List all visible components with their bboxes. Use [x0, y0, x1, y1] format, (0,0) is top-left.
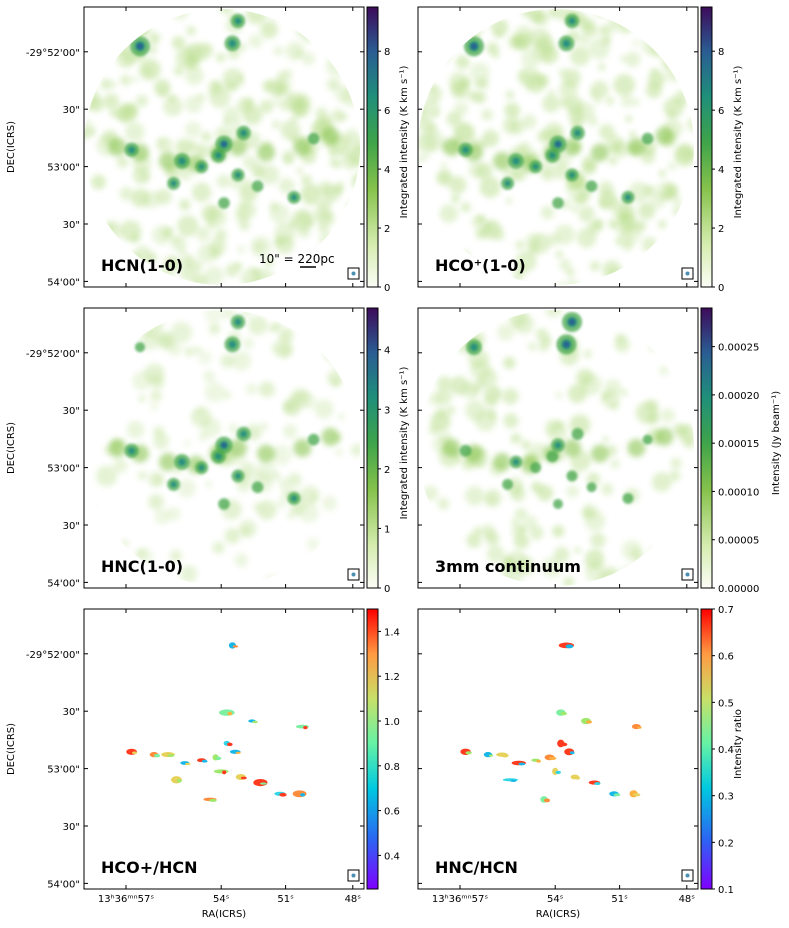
colorbar-tick-label: 0.4 — [718, 745, 734, 756]
colorbar-tick-label: 0 — [384, 283, 390, 294]
y-tick-label: 54'00" — [47, 578, 80, 589]
y-tick-label: 54'00" — [47, 277, 80, 288]
panel-frame — [417, 6, 699, 288]
colorbar-tick-label: 4 — [384, 165, 390, 176]
colorbar-tick-label: 6 — [718, 106, 724, 117]
colorbar-label: Intensity (Jy beam⁻¹) — [771, 391, 782, 495]
colorbar-tick-label: 0.7 — [718, 605, 734, 616]
panel-label: HCO⁺(1-0) — [435, 256, 526, 275]
panel-label: HNC/HCN — [435, 858, 518, 877]
beam-ellipse — [685, 271, 690, 276]
y-tick-label: 53'00" — [47, 765, 80, 776]
panel-frame — [83, 307, 365, 589]
y-tick-label: 30" — [63, 406, 80, 417]
x-tick-label: 48ˢ — [345, 894, 362, 905]
colorbar-tick-label: 4 — [718, 165, 724, 176]
colorbar-tick-label: 4 — [384, 346, 390, 357]
panel-background — [418, 609, 698, 889]
colorbar-tick-label: 0.5 — [718, 698, 734, 709]
colorbar-tick-label: 0 — [718, 283, 724, 294]
colorbar-tick-label: 0.6 — [384, 807, 400, 818]
colorbar-tick-label: 1.2 — [384, 672, 400, 683]
colorbar-tick-label: 3 — [384, 405, 390, 416]
beam-ellipse — [351, 572, 356, 577]
colorbar-label: Integrated intensity (K km s⁻¹) — [399, 366, 410, 519]
colorbar-tick-label: 0.00000 — [718, 584, 759, 595]
panel-6 — [418, 609, 698, 889]
colorbar — [366, 608, 379, 890]
colorbar-tick-label: 1.0 — [384, 717, 400, 728]
beam-ellipse — [685, 873, 690, 878]
colorbar — [700, 608, 713, 890]
colorbar-tick-label: 0.4 — [384, 851, 400, 862]
panel-5 — [84, 609, 364, 889]
colorbar-tick-label: 2 — [718, 224, 724, 235]
y-tick-label: -29°52'00" — [26, 48, 80, 59]
colorbar-tick-label: 0.1 — [718, 885, 734, 896]
colorbar-tick-label: 2 — [384, 465, 390, 476]
colorbar-tick-label: 6 — [384, 106, 390, 117]
colorbar-tick-label: 0.6 — [718, 652, 734, 663]
x-tick-label: 48ˢ — [679, 894, 696, 905]
x-tick-label: 51ˢ — [277, 894, 294, 905]
colorbar-tick-label: 0.8 — [384, 762, 400, 773]
panel-label: HCN(1-0) — [101, 256, 183, 275]
colorbar-tick-label: 1.4 — [384, 627, 400, 638]
ratio-map — [126, 642, 309, 802]
ratio-map — [460, 642, 642, 803]
y-tick-label: 30" — [63, 822, 80, 833]
beam-ellipse — [685, 572, 690, 577]
panel-label: HCO+/HCN — [101, 858, 198, 877]
panel-frame — [417, 608, 699, 890]
panel-frame — [417, 307, 699, 589]
y-tick-label: 54'00" — [47, 879, 80, 890]
y-tick-label: 30" — [63, 105, 80, 116]
x-tick-label: 54ˢ — [547, 894, 564, 905]
colorbar-tick-label: 8 — [384, 47, 390, 58]
colorbar-tick-label: 2 — [384, 224, 390, 235]
colorbar-tick-label: 0.00010 — [718, 487, 759, 498]
x-tick-label: 13ʰ36ᵐⁿ57ˢ — [98, 894, 154, 905]
scalebar-label: 10" = 220pc — [259, 252, 335, 266]
colorbar — [366, 6, 379, 288]
x-axis-label: RA(ICRS) — [536, 909, 581, 920]
x-tick-label: 13ʰ36ᵐⁿ57ˢ — [432, 894, 488, 905]
colorbar-tick-label: 0.00020 — [718, 391, 759, 402]
y-tick-label: 30" — [63, 521, 80, 532]
y-tick-label: 53'00" — [47, 464, 80, 475]
y-tick-label: 30" — [63, 220, 80, 231]
colorbar-tick-label: 0.00005 — [718, 536, 759, 547]
colorbar-tick-label: 0.00015 — [718, 439, 759, 450]
y-axis-label: DEC(ICRS) — [6, 121, 17, 173]
colorbar — [700, 307, 713, 589]
panel-frame — [83, 6, 365, 288]
colorbar-tick-label: 0.2 — [718, 838, 734, 849]
y-tick-label: -29°52'00" — [26, 650, 80, 661]
panel-label: HNC(1-0) — [101, 557, 183, 576]
y-tick-label: -29°52'00" — [26, 349, 80, 360]
x-tick-label: 51ˢ — [611, 894, 628, 905]
colorbar — [366, 307, 379, 589]
colorbar-tick-label: 1 — [384, 524, 390, 535]
colorbar-label: Intensity ratio — [733, 709, 744, 779]
panel-frame — [83, 608, 365, 890]
colorbar-tick-label: 8 — [718, 47, 724, 58]
colorbar-tick-label: 0 — [384, 584, 390, 595]
colorbar-tick-label: 0.00025 — [718, 343, 759, 354]
panel-label: 3mm continuum — [435, 557, 581, 576]
colorbar-label: Integrated intensity (K km s⁻¹) — [399, 65, 410, 218]
colorbar-label: Integrated intensity (K km s⁻¹) — [733, 65, 744, 218]
y-tick-label: 30" — [63, 707, 80, 718]
panel-background — [84, 609, 364, 889]
beam-ellipse — [351, 271, 356, 276]
x-tick-label: 54ˢ — [213, 894, 230, 905]
colorbar — [700, 6, 713, 288]
x-axis-label: RA(ICRS) — [202, 909, 247, 920]
y-tick-label: 53'00" — [47, 163, 80, 174]
beam-ellipse — [351, 873, 356, 878]
y-axis-label: DEC(ICRS) — [6, 422, 17, 474]
colorbar-tick-label: 0.3 — [718, 792, 734, 803]
y-axis-label: DEC(ICRS) — [6, 723, 17, 775]
